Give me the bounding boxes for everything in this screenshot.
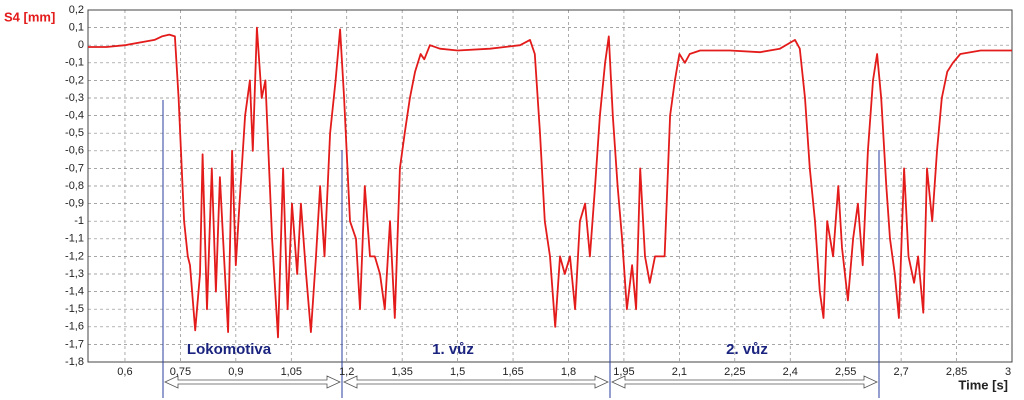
y-tick-label: 0: [78, 39, 84, 51]
x-tick-label: 1,05: [281, 366, 302, 378]
annotation: 1. vůz: [432, 341, 474, 358]
y-tick-label: -0,6: [65, 145, 84, 157]
y-tick-label: -0,9: [65, 198, 84, 210]
y-tick-label: -0,3: [65, 92, 84, 104]
y-tick-label: -1,5: [65, 303, 84, 315]
y-tick-label: -1,3: [65, 268, 84, 280]
x-axis-label: Time [s]: [958, 377, 1008, 392]
x-tick-label: 2,1: [672, 366, 687, 378]
y-tick-label: -0,4: [65, 110, 84, 122]
y-axis-label: S4 [mm]: [4, 9, 55, 24]
y-tick-label: 0,1: [69, 22, 84, 34]
y-tick-label: -1,2: [65, 250, 84, 262]
x-tick-label: 2,85: [946, 366, 967, 378]
x-tick-label: 2,7: [893, 366, 908, 378]
annotation: Lokomotiva: [187, 341, 272, 358]
y-tick-label: -1: [74, 215, 84, 227]
span-arrow: [164, 375, 341, 389]
span-arrow: [611, 375, 878, 389]
y-tick-label: -1,8: [65, 356, 84, 368]
x-tick-label: 1,95: [613, 366, 634, 378]
x-tick-label: 2,25: [724, 366, 745, 378]
y-tick-label: -0,2: [65, 74, 84, 86]
x-tick-label: 1,65: [502, 366, 523, 378]
y-tick-label: -0,7: [65, 162, 84, 174]
annotation: 2. vůz: [726, 341, 768, 358]
y-tick-label: -0,5: [65, 127, 84, 139]
plot-frame: [87, 9, 1013, 363]
x-tick-label: 3: [1005, 366, 1011, 378]
y-tick-label: 0,2: [69, 4, 84, 16]
y-tick-label: -1,6: [65, 321, 84, 333]
x-tick-label: 0,6: [117, 366, 132, 378]
x-tick-label: 1,8: [561, 366, 576, 378]
y-tick-label: -1,1: [65, 233, 84, 245]
data-line: [88, 26, 1012, 339]
x-tick-label: 0,9: [228, 366, 243, 378]
y-tick-label: -1,4: [65, 286, 84, 298]
x-tick-label: 2,55: [835, 366, 856, 378]
x-tick-label: 1,35: [391, 366, 412, 378]
y-tick-label: -1,7: [65, 338, 84, 350]
x-tick-label: 1,5: [450, 366, 465, 378]
x-tick-label: 0,75: [170, 366, 191, 378]
y-tick-label: -0,1: [65, 57, 84, 69]
x-tick-label: 1,2: [339, 366, 354, 378]
span-arrow: [343, 375, 609, 389]
section-markers: [162, 100, 880, 398]
x-tick-label: 2,4: [783, 366, 798, 378]
y-tick-label: -0,8: [65, 180, 84, 192]
